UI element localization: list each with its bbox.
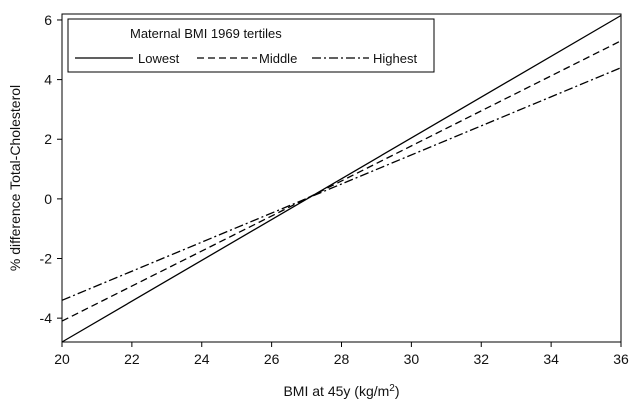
legend-title: Maternal BMI 1969 tertiles [130, 26, 282, 41]
x-tick-label: 22 [124, 351, 140, 367]
series-line-highest [61, 67, 622, 301]
series-layer [61, 14, 622, 343]
y-tick-label: 0 [44, 191, 52, 207]
y-axis-title: % difference Total-Cholesterol [7, 85, 23, 271]
x-tick-label: 26 [264, 351, 280, 367]
x-axis-title: BMI at 45y (kg/m2) [283, 383, 399, 399]
x-axis-title-sup: 2 [389, 383, 395, 394]
legend-label-highest: Highest [373, 51, 417, 66]
legend-label-middle: Middle [259, 51, 297, 66]
legend-box [67, 18, 435, 73]
legend: Maternal BMI 1969 tertiles Lowest Middle Hi… [67, 18, 435, 73]
y-tick-label: 4 [44, 72, 52, 88]
y-tick-label: -2 [40, 251, 53, 267]
x-axis-title-main: BMI at 45y (kg/m [283, 383, 389, 399]
series-line-lowest [61, 14, 622, 343]
legend-label-lowest: Lowest [138, 51, 180, 66]
x-tick-label: 28 [334, 351, 350, 367]
y-tick-label: 2 [44, 131, 52, 147]
x-tick-label: 20 [54, 351, 70, 367]
x-tick-label: 24 [194, 351, 210, 367]
x-tick-label: 36 [613, 351, 629, 367]
series-line-middle [61, 40, 622, 322]
x-tick-label: 34 [543, 351, 559, 367]
x-axis-title-close: ) [395, 383, 400, 399]
y-tick-label: 6 [44, 12, 52, 28]
y-tick-label: -4 [40, 310, 53, 326]
x-tick-label: 32 [473, 351, 489, 367]
x-tick-label: 30 [404, 351, 420, 367]
